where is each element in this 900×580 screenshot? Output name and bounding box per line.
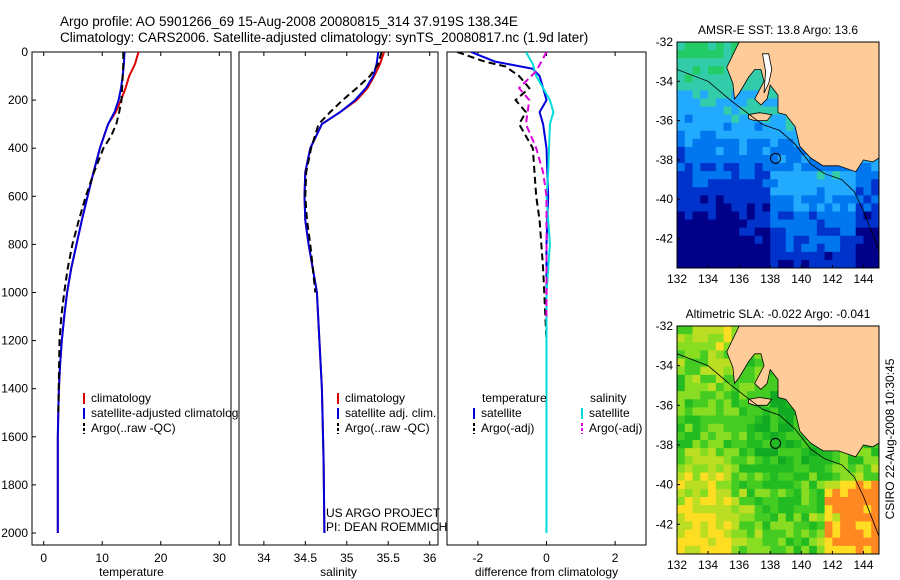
- salinity-series-group: [303, 52, 386, 534]
- difference-legend-label: Argo(-adj): [589, 421, 642, 435]
- sst_map-ytick-label: -40: [656, 192, 674, 206]
- salinity-panel: 34 34.5 35 35.5 36 salinity: [238, 51, 439, 579]
- temperature-ytick-label: 2000: [1, 526, 28, 540]
- sst_map-axes-frame: [676, 41, 880, 269]
- sla_map-ytick-label: -32: [656, 319, 674, 333]
- sst_map-ytick-label: -32: [656, 35, 674, 49]
- sla_map-xtick-label: 132: [667, 558, 687, 572]
- difference-legend-group-title: salinity: [590, 391, 627, 405]
- salinity-xtick-label: 34: [257, 551, 271, 565]
- salinity-legend-label: climatology: [345, 391, 405, 405]
- salinity-xtick-label: 35.5: [377, 551, 401, 565]
- temperature-xtick-label: 0: [40, 551, 47, 565]
- sla_map-axes-frame: [676, 325, 880, 555]
- temperature-ytick-label: 400: [8, 141, 28, 155]
- sla_map-title: Altimetric SLA: -0.022 Argo: -0.041: [686, 307, 871, 321]
- sla_map-ytick-label: -38: [656, 438, 674, 452]
- difference-xtick-label: -2: [473, 551, 484, 565]
- sst_map-title: AMSR-E SST: 13.8 Argo: 13.6: [698, 23, 858, 37]
- salinity-xtick-label: 36: [423, 551, 437, 565]
- temperature-xlabel: temperature: [99, 565, 164, 579]
- profile-title: Argo profile: AO 5901266_69 15-Aug-2008 …: [60, 14, 518, 29]
- salinity-axes-frame: [238, 51, 439, 546]
- salinity-xtick-label: 35: [340, 551, 354, 565]
- difference-xtick-label: 0: [543, 551, 550, 565]
- sla_map-ytick-label: -36: [656, 398, 674, 412]
- sst_map-xtick-label: 136: [729, 272, 749, 286]
- sst_map-field: [677, 42, 879, 268]
- difference-legend-label: satellite: [589, 406, 630, 420]
- difference-legend-label: satellite: [481, 406, 522, 420]
- difference-series-salinity-argo-adj-: [517, 52, 548, 317]
- salinity-xtick-label: 34.5: [294, 551, 318, 565]
- temperature-legend-label: climatology: [91, 391, 151, 405]
- temperature-ytick-label: 1000: [1, 285, 28, 299]
- temperature-panel: 0 10 20 30 0 200 400 600 800 1000 1200 1400 1600 1800…: [1, 45, 232, 579]
- difference-xtick-label: 2: [612, 551, 619, 565]
- sst_map-ytick-label: -38: [656, 153, 674, 167]
- temperature-legend-label: Argo(..raw -QC): [91, 421, 176, 435]
- salinity-series-argo-raw-qc-: [304, 52, 383, 293]
- sst_map-xtick-label: 134: [698, 272, 718, 286]
- temperature-ytick-label: 1800: [1, 478, 28, 492]
- sst_map-profile-marker: [770, 152, 782, 164]
- sla_map-field: [677, 326, 879, 554]
- sst_map-land: [726, 42, 879, 173]
- credit-project: US ARGO PROJECT: [326, 506, 441, 520]
- sla_map-xtick-label: 134: [698, 558, 718, 572]
- sla_map-xtick-label: 136: [729, 558, 749, 572]
- climatology-subtitle: Climatology: CARS2006. Satellite-adjuste…: [60, 30, 589, 45]
- temperature-axes-frame: [31, 51, 232, 546]
- temperature-ytick-label: 600: [8, 189, 28, 203]
- sst_map-xtick-label: 138: [760, 272, 780, 286]
- sla_map-profile-marker: [770, 437, 782, 449]
- sla_map-xtick-label: 144: [853, 558, 873, 572]
- sla_map-xtick-label: 138: [760, 558, 780, 572]
- temperature-series-group: [56, 52, 140, 533]
- sst_map-ytick-label: -42: [656, 232, 674, 246]
- temperature-legend-label: satellite-adjusted climatology: [91, 406, 244, 420]
- sla_map-xtick-label: 140: [791, 558, 811, 572]
- sla_map-ytick-label: -42: [656, 517, 674, 531]
- sla_map-ytick-label: -40: [656, 478, 674, 492]
- temperature-xtick-label: 10: [96, 551, 110, 565]
- salinity-legend-label: satellite adj. clim.: [345, 406, 436, 420]
- temperature-xtick-label: 20: [154, 551, 168, 565]
- temperature-ytick-label: 1400: [1, 382, 28, 396]
- sst_map-xtick-label: 144: [853, 272, 873, 286]
- sla_map-ytick-label: -34: [656, 359, 674, 373]
- credit-pi: PI: DEAN ROEMMICH: [326, 520, 447, 534]
- sla_map-xtick-label: 142: [822, 558, 842, 572]
- temperature-ytick-label: 1200: [1, 334, 28, 348]
- salinity-legend-label: Argo(..raw -QC): [345, 421, 430, 435]
- sla_map-shelf-contour: [677, 353, 879, 537]
- sst_map-panel: 132 134 136 138 140 142 144 -32 -34 -36 -38 -40 -42 A…: [656, 23, 880, 286]
- sst_map-gulf: [762, 53, 773, 94]
- difference-series-temperature-argo-adj-: [456, 52, 548, 341]
- difference-series-group: [456, 52, 555, 533]
- sst_map-xtick-label: 140: [791, 272, 811, 286]
- temperature-series-argo-raw-qc-: [57, 52, 125, 413]
- side-stamp: CSIRO 22-Aug-2008 10:30:45: [883, 358, 897, 519]
- temperature-ytick-label: 200: [8, 93, 28, 107]
- sst_map-xtick-label: 132: [667, 272, 687, 286]
- temperature-ytick-label: 0: [21, 45, 28, 59]
- temperature-ytick-label: 800: [8, 237, 28, 251]
- temperature-ytick-label: 1600: [1, 430, 28, 444]
- sst_map-ytick-label: -36: [656, 114, 674, 128]
- difference-legend-label: Argo(-adj): [481, 421, 534, 435]
- temperature-xtick-label: 30: [213, 551, 227, 565]
- difference-xlabel: difference from climatology: [475, 565, 618, 579]
- sst_map-ytick-label: -34: [656, 74, 674, 88]
- difference-legend-group-title: temperature: [482, 391, 547, 405]
- sst_map-shelf-contour: [677, 69, 879, 251]
- sla_map-land: [726, 326, 879, 458]
- salinity-xlabel: salinity: [320, 565, 357, 579]
- sla_map-panel: 132 134 136 138 140 142 144 -32 -34 -36 -38 -40 -42 A…: [656, 307, 880, 572]
- sst_map-xtick-label: 142: [822, 272, 842, 286]
